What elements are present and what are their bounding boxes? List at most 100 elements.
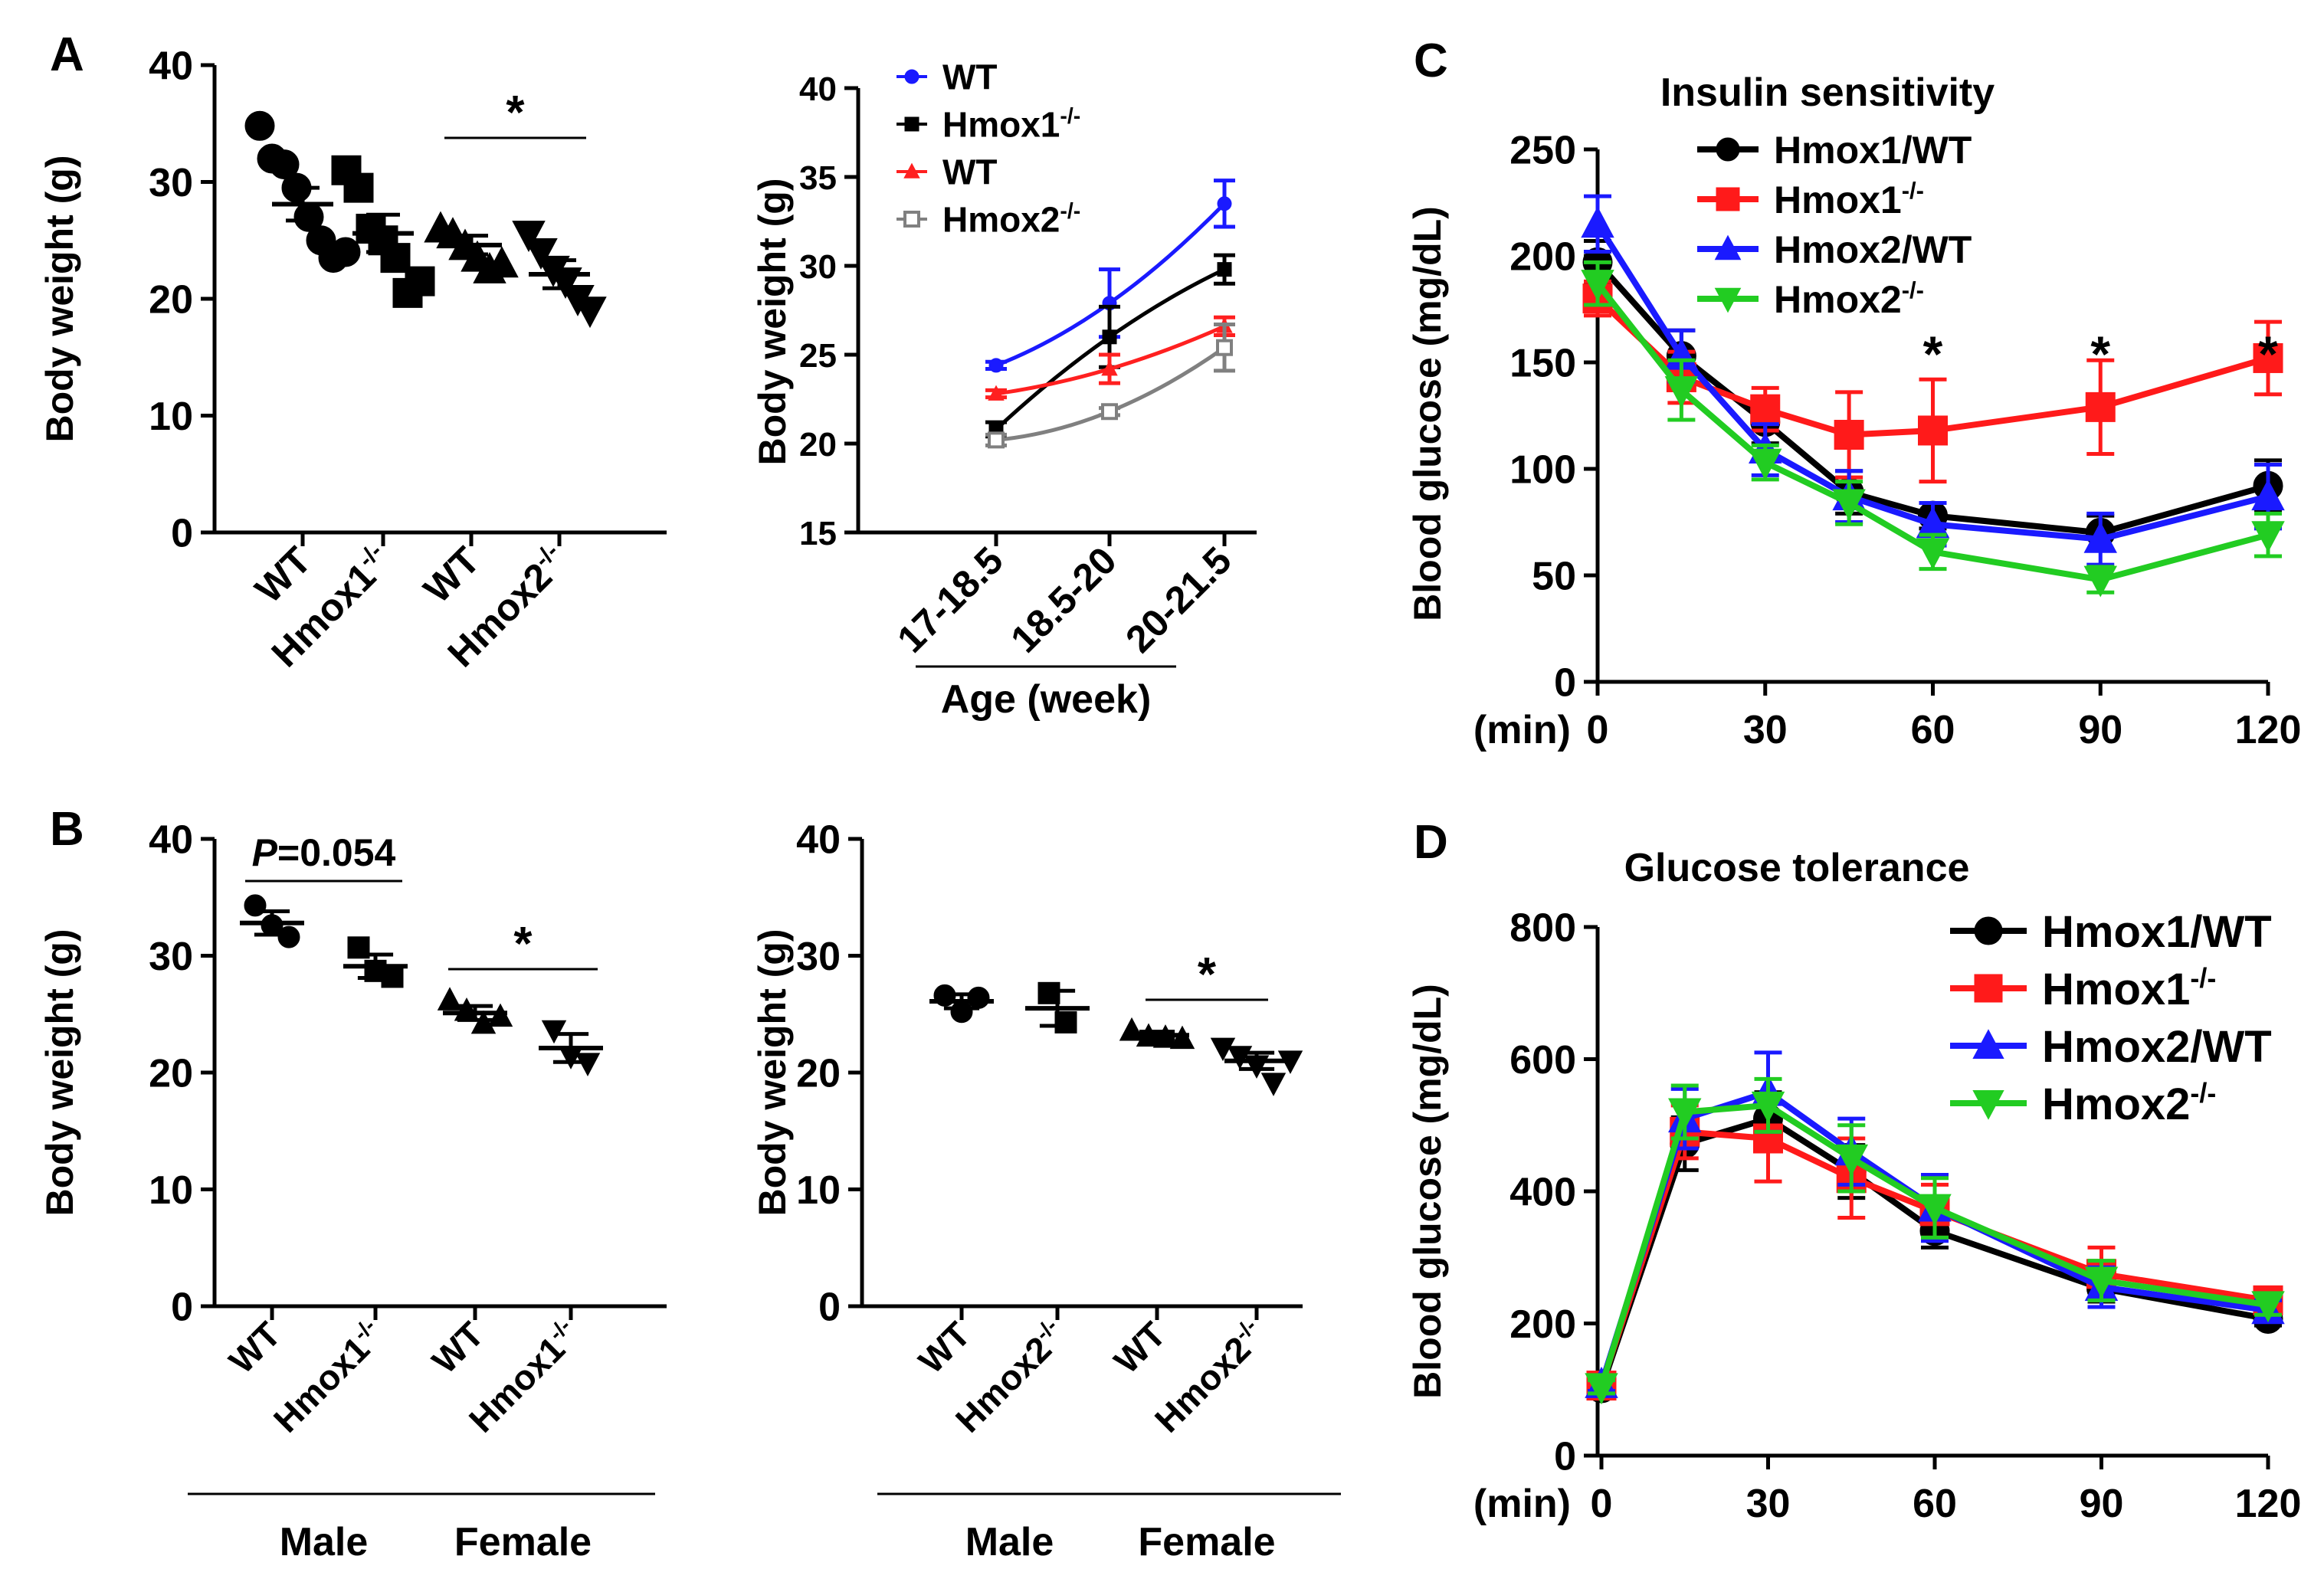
legend-label-superscript: -/- [1902, 277, 1924, 303]
y-tick-label: 50 [1532, 555, 1576, 599]
data-point [1668, 1098, 1702, 1130]
data-point [343, 172, 374, 203]
panel-a-right-line-chart: 15 20 25 30 35 40 Body weight (g) 17-18.518.5-2… [751, 57, 1257, 722]
legend-label: Hmox2-/- [2042, 1077, 2216, 1129]
legend-swatch-marker [904, 69, 919, 84]
data-point [1918, 1194, 1952, 1226]
y-tick-label: 150 [1509, 342, 1576, 386]
data-point [524, 238, 558, 270]
legend-label-superscript: -/- [2190, 1077, 2216, 1109]
data-point [2085, 391, 2116, 422]
x-category-label: 18.5-20 [1002, 539, 1125, 661]
significance-star: * [1923, 326, 1943, 382]
x-category-label: WT [1106, 1314, 1173, 1381]
y-tick-label: 15 [799, 515, 837, 552]
data-point [541, 1020, 567, 1044]
legend-label-main: Hmox1 [2042, 965, 2190, 1014]
x-category-label: WT [415, 539, 488, 611]
data-point [1217, 262, 1232, 277]
y-tick-label: 40 [149, 818, 193, 863]
x-category-label: WT [221, 1314, 288, 1381]
data-point [1749, 448, 1782, 480]
data-point [1101, 403, 1118, 421]
series-line [1598, 1115, 2269, 1390]
data-point [330, 237, 361, 267]
legend-swatch-marker [1716, 137, 1740, 162]
x-axis-title: Age (week) [941, 677, 1152, 722]
data-point [1581, 206, 1614, 238]
x-category-label: WT [424, 1314, 491, 1381]
data-point [988, 431, 1005, 449]
legend-swatch-marker [903, 162, 920, 179]
x-tick-label: 60 [1911, 708, 1955, 752]
legend-label-main: Hmox1/WT [1774, 129, 1972, 172]
x-tick-label: 0 [1587, 708, 1609, 752]
data-point [2084, 1266, 2119, 1299]
x-category-label: 17-18.5 [889, 539, 1011, 661]
x-axis-title: (min) [1473, 708, 1571, 752]
x-category-label: 20-21.5 [1117, 539, 1240, 661]
data-point [1260, 1073, 1287, 1096]
y-tick-label: 25 [799, 337, 837, 375]
legend-swatch-marker [1714, 287, 1742, 313]
legend-label-superscript: -/- [2190, 962, 2216, 994]
legend-label-main: Hmox2 [942, 200, 1060, 240]
data-point [2083, 565, 2117, 598]
y-tick-label: 250 [1509, 129, 1576, 173]
data-point [2253, 342, 2283, 373]
panel-label: D [1414, 816, 1448, 869]
legend-swatch-marker [1972, 1089, 2004, 1120]
y-tick-label: 30 [149, 935, 193, 979]
legend-label-superscript: -/- [1060, 104, 1080, 129]
significance-star: * [1198, 948, 1217, 1001]
y-tick-label: 40 [149, 44, 193, 89]
data-point [2083, 521, 2117, 553]
p-letter: P [252, 831, 278, 874]
y-tick-label: 600 [1509, 1038, 1576, 1083]
legend-label: Hmox1-/- [942, 104, 1080, 144]
chart-title: Insulin sensitivity [1660, 70, 1995, 115]
y-tick-label: 800 [1509, 906, 1576, 951]
y-tick-label: 30 [799, 248, 837, 286]
y-tick-label: 0 [818, 1286, 841, 1330]
legend-swatch-marker [1972, 1029, 2004, 1060]
legend-label-main: Hmox2/WT [2042, 1022, 2272, 1072]
y-axis-title: Body weight (g) [38, 156, 81, 443]
significance-star: * [506, 87, 525, 139]
data-point [1834, 1144, 1868, 1176]
data-point [512, 221, 546, 253]
legend-swatch-marker [904, 116, 919, 132]
x-category-label: WT [911, 1314, 978, 1381]
legend-label: Hmox1-/- [2042, 962, 2216, 1014]
x-category-label-main: WT [221, 1314, 288, 1381]
legend-label: Hmox2/WT [1774, 228, 1972, 271]
x-category-label-main: WT [911, 1314, 978, 1381]
data-point [1585, 1373, 1618, 1405]
panel-label: C [1414, 34, 1448, 87]
data-point [244, 110, 275, 141]
x-tick-label: 90 [2080, 1482, 2124, 1526]
p-value: =0.054 [277, 831, 396, 874]
legend-label-main: Hmox2 [2042, 1079, 2190, 1129]
legend-label: WT [942, 152, 998, 192]
data-point [967, 986, 990, 1009]
significance-star: * [513, 918, 533, 971]
x-tick-label: 30 [1746, 1482, 1791, 1526]
y-tick-label: 10 [149, 1168, 193, 1213]
y-tick-label: 40 [796, 818, 841, 863]
data-point [1664, 376, 1699, 408]
y-tick-label: 10 [796, 1168, 841, 1213]
legend-label: Hmox1/WT [1774, 129, 1972, 172]
data-point [437, 987, 463, 1011]
data-point [1217, 196, 1232, 211]
data-point [575, 1053, 601, 1076]
x-category-label-main: WT [424, 1314, 491, 1381]
y-tick-label: 20 [799, 426, 837, 463]
y-tick-label: 0 [171, 1286, 193, 1330]
data-point [470, 1010, 497, 1034]
data-point [1918, 415, 1948, 446]
y-tick-label: 200 [1509, 235, 1576, 280]
x-tick-label: 120 [2235, 708, 2302, 752]
significance-p-value: P=0.054 [252, 831, 396, 874]
